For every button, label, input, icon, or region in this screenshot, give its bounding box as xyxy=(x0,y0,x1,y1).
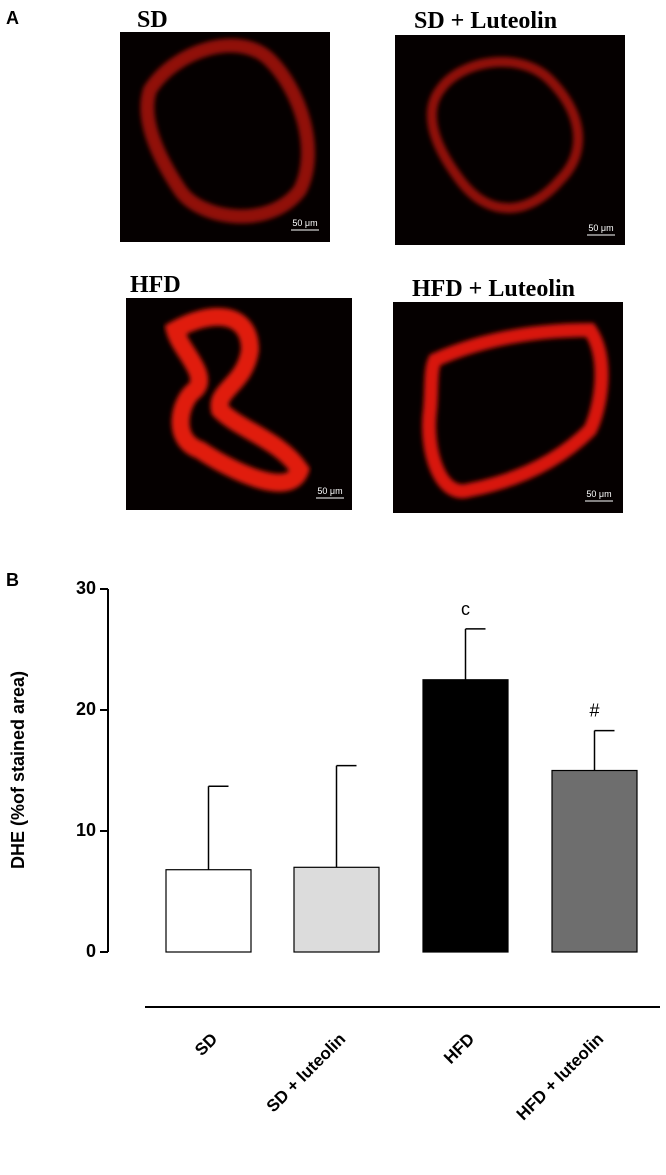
bar xyxy=(422,679,509,953)
vessel-ring xyxy=(164,308,310,492)
x-tick-label: SD + luteolin xyxy=(263,1029,350,1116)
image-title: SD + Luteolin xyxy=(414,8,557,34)
y-tick-label: 10 xyxy=(76,820,96,840)
image-title: SD xyxy=(137,7,168,33)
x-tick-label: SD xyxy=(191,1029,221,1059)
scale-bar-label: 50 μm xyxy=(292,218,317,228)
scale-bar-label: 50 μm xyxy=(317,486,342,496)
vessel-ring xyxy=(426,56,584,214)
bar xyxy=(293,866,380,953)
y-tick-label: 30 xyxy=(76,578,96,598)
panel-label: B xyxy=(6,570,19,590)
y-tick-label: 20 xyxy=(76,699,96,719)
bar xyxy=(165,869,252,953)
panel-label: A xyxy=(6,8,19,28)
x-tick-label: HFD xyxy=(440,1029,478,1067)
vessel-ring xyxy=(422,322,609,499)
y-axis-label: DHE (%of stained area) xyxy=(8,671,28,869)
image-title: HFD + Luteolin xyxy=(412,276,575,302)
scale-bar-label: 50 μm xyxy=(586,489,611,499)
bar xyxy=(551,769,638,953)
image-title: HFD xyxy=(130,272,181,298)
significance-label: c xyxy=(461,599,470,619)
x-tick-label: HFD + luteolin xyxy=(513,1029,608,1124)
scale-bar-label: 50 μm xyxy=(588,223,613,233)
significance-label: # xyxy=(589,701,599,721)
y-tick-label: 0 xyxy=(86,941,96,961)
vessel-ring xyxy=(140,38,315,224)
